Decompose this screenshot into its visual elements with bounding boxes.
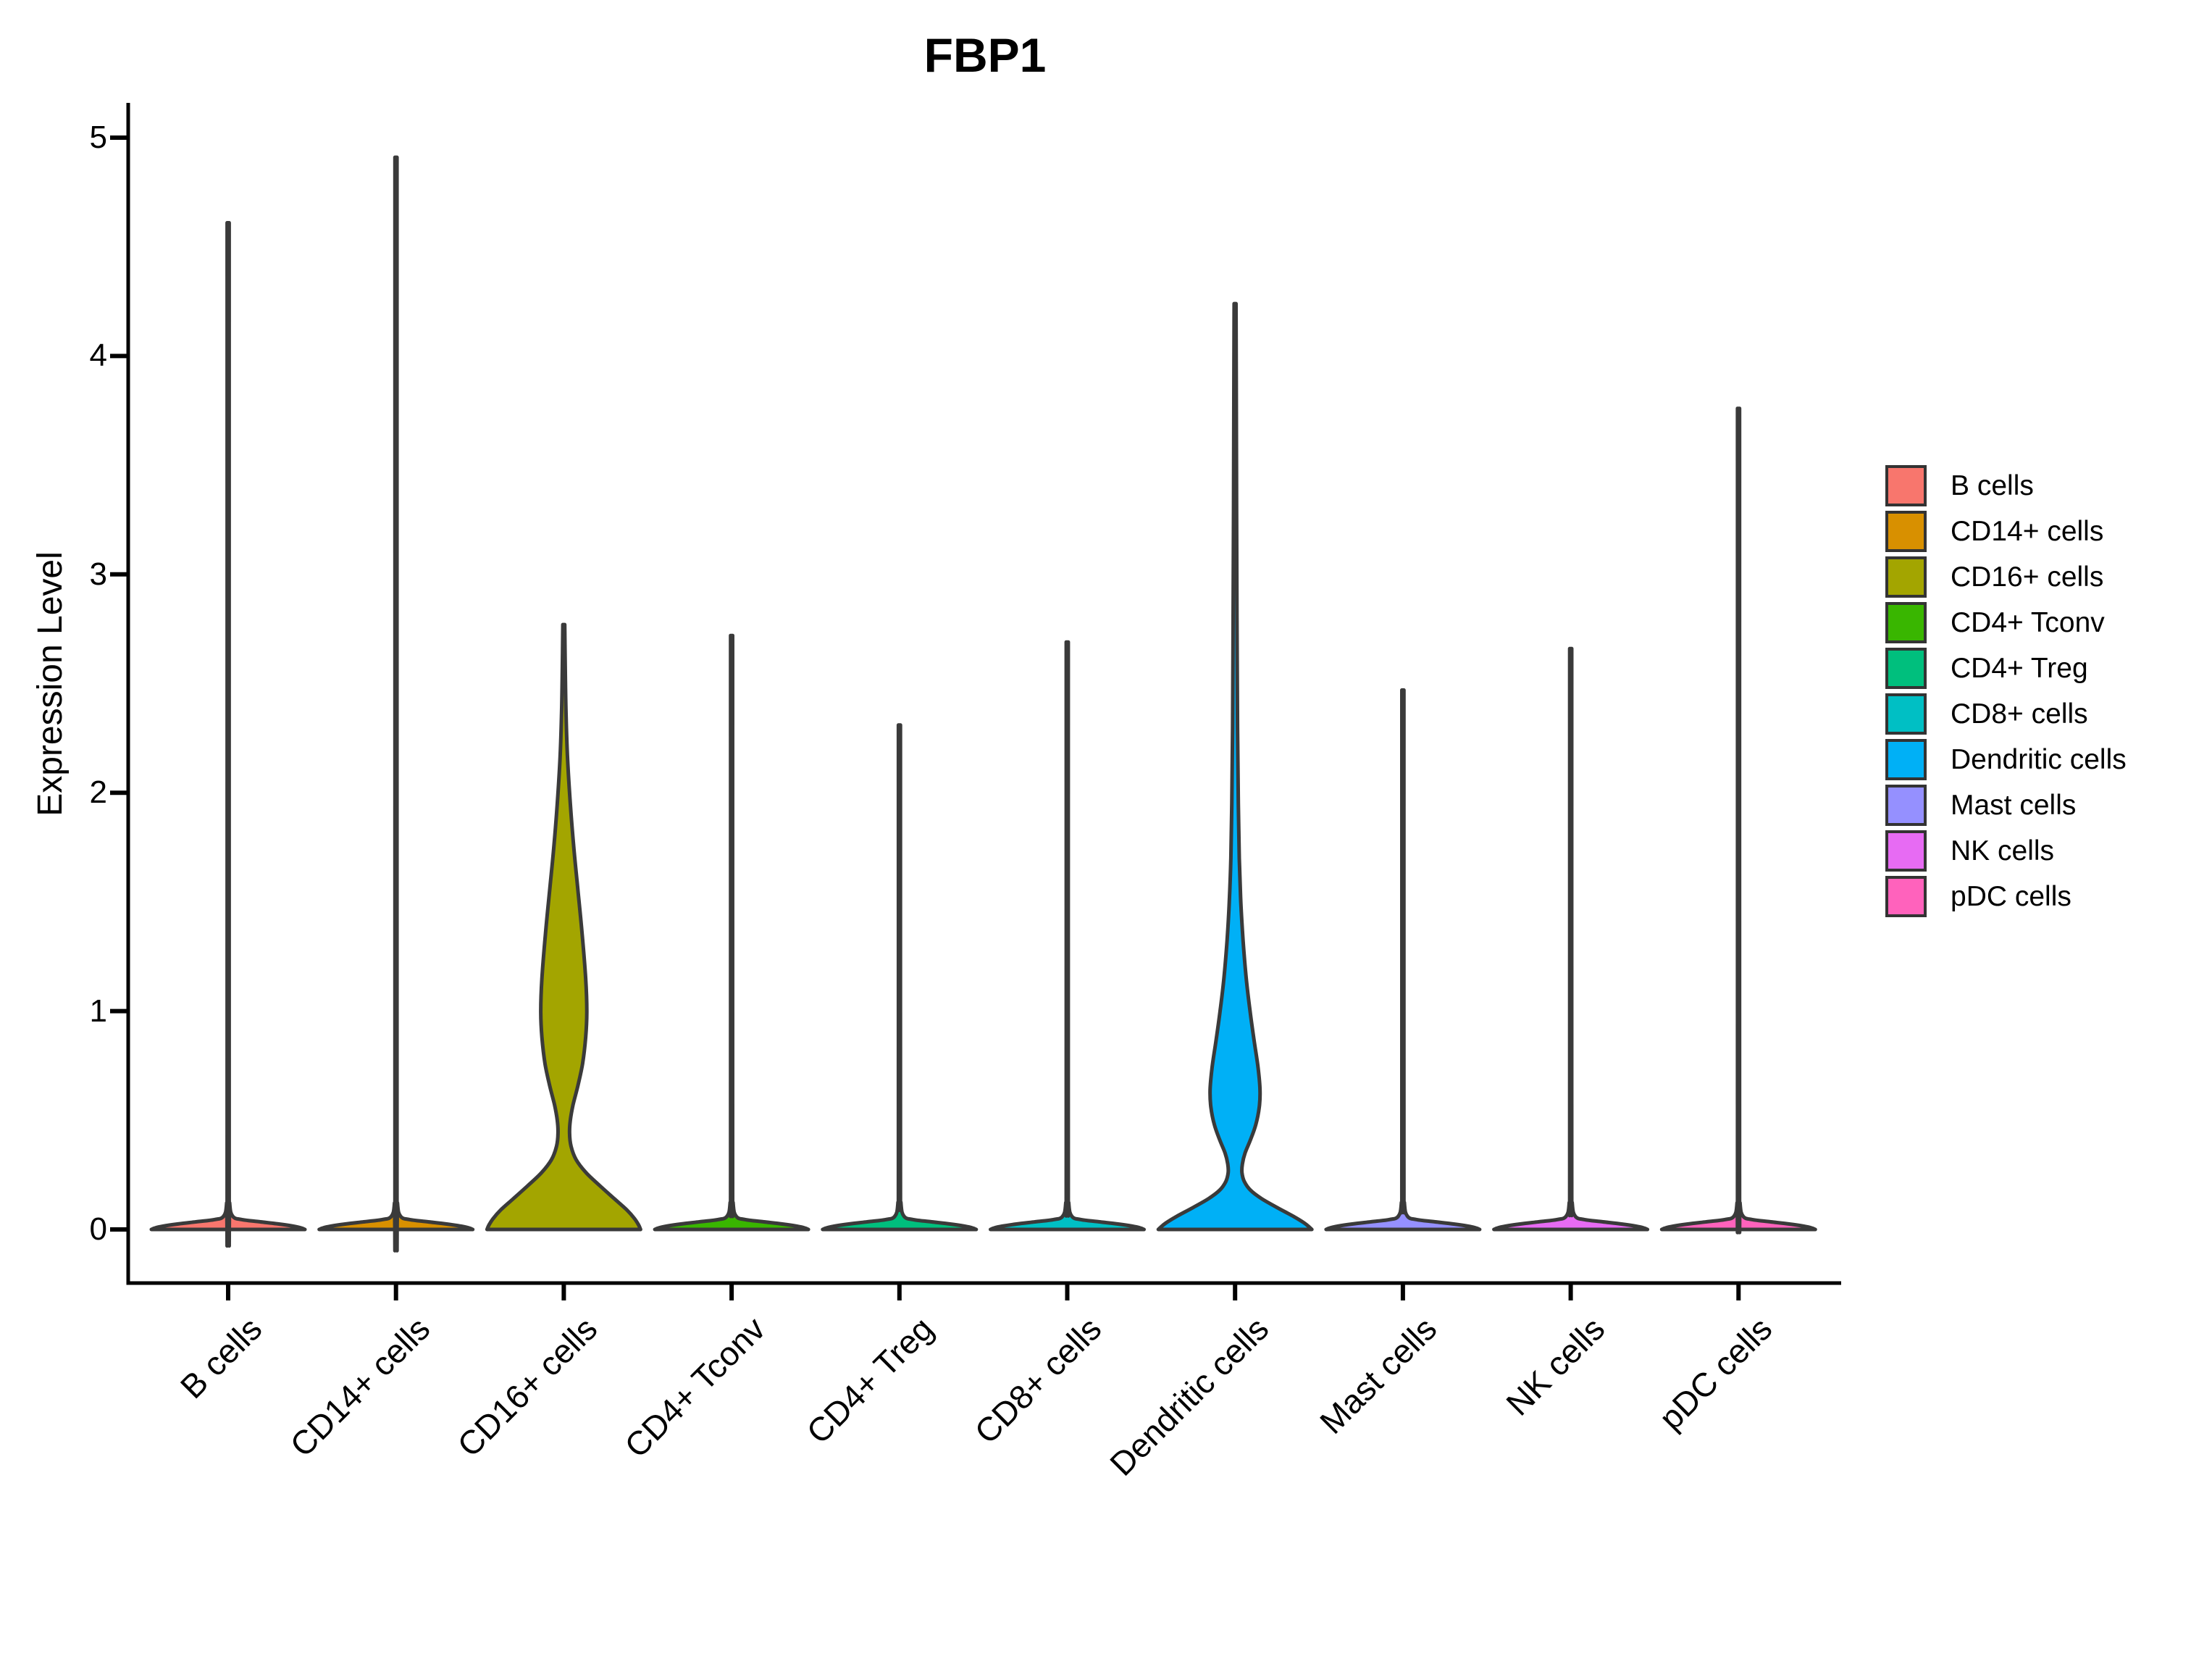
legend: B cells CD14+ cells CD16+ cells CD4+ Tconv C… [1885,463,2127,919]
violin-pdc-cells [1659,406,1817,1235]
violin-cd14-cells [317,155,475,1253]
legend-label: Mast cells [1951,789,2077,821]
plot-title: FBP1 [923,28,1047,82]
legend-label: B cells [1951,469,2034,501]
y-tick-label: 5 [89,120,107,155]
legend-color-swatch [1885,511,1927,552]
legend-label: CD14+ cells [1951,515,2104,547]
violin-cd8-cells [989,640,1146,1232]
legend-label: pDC cells [1951,880,2071,912]
violin-mast-cells [1324,688,1482,1232]
legend-label: CD16+ cells [1951,561,2104,593]
violin-plot-figure: { "chart_data": { "type": "violin", "tit… [31,28,2127,1483]
legend-color-swatch [1885,602,1927,643]
legend-label: CD4+ Treg [1951,652,2088,684]
violin-dendritic-cells [1156,301,1314,1232]
legend-item: CD16+ cells [1885,554,2127,600]
y-axis-title: Expression Level [31,551,70,816]
legend-item: pDC cells [1885,874,2127,919]
legend-color-swatch [1885,693,1927,735]
y-tick-label: 1 [89,993,107,1029]
y-tick-label: 3 [89,556,107,592]
y-tick-label: 0 [89,1211,107,1247]
y-tick-label: 4 [89,338,107,374]
y-tick-label: 2 [89,774,107,811]
legend-item: CD4+ Tconv [1885,600,2127,646]
legend-item: CD14+ cells [1885,509,2127,554]
legend-color-swatch [1885,556,1927,598]
legend-label: Dendritic cells [1951,743,2127,775]
violin-nk-cells [1492,646,1650,1232]
legend-color-swatch [1885,739,1927,780]
legend-label: CD8+ cells [1951,698,2088,730]
legend-color-swatch [1885,830,1927,872]
legend-item: B cells [1885,463,2127,509]
legend-color-swatch [1885,876,1927,917]
legend-label: NK cells [1951,835,2055,866]
legend-item: NK cells [1885,828,2127,874]
violin-b-cells [149,221,307,1248]
legend-color-swatch [1885,785,1927,826]
legend-color-swatch [1885,465,1927,506]
legend-item: Mast cells [1885,782,2127,828]
legend-item: CD8+ cells [1885,691,2127,737]
violin-cd16-cells [485,622,642,1232]
legend-item: CD4+ Treg [1885,646,2127,691]
legend-item: Dendritic cells [1885,737,2127,782]
legend-label: CD4+ Tconv [1951,606,2105,638]
plot-canvas [110,103,1841,1300]
legend-color-swatch [1885,648,1927,689]
violin-cd4-treg [821,723,979,1232]
violin-cd4-tconv [653,633,810,1232]
